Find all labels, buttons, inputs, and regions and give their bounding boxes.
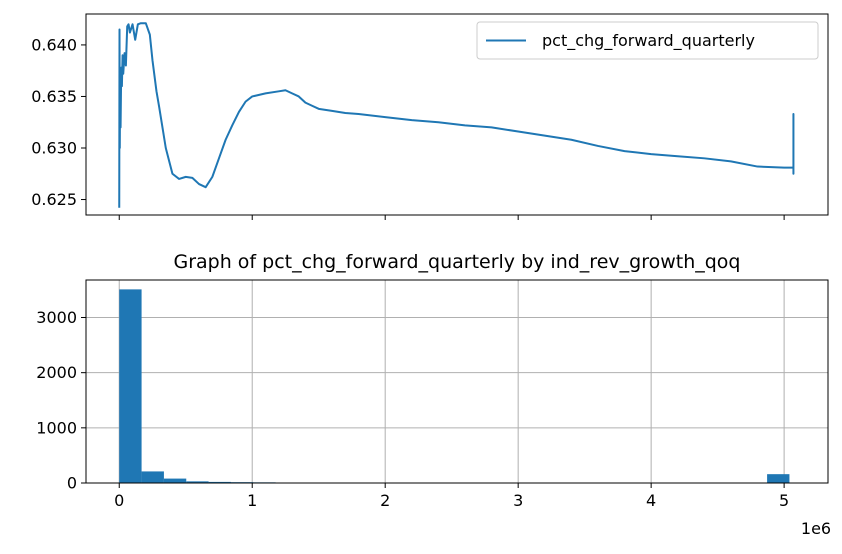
line-plot-frame — [85, 13, 829, 216]
histogram-x-tick-label: 2 — [380, 491, 390, 510]
histogram-x-tick-label: 4 — [646, 491, 656, 510]
line-y-tick-label: 0.630 — [31, 139, 77, 158]
line-x-ticks — [118, 215, 785, 220]
legend-label: pct_chg_forward_quarterly — [542, 31, 755, 51]
histogram-x-tick-label: 3 — [513, 491, 523, 510]
line-y-tick-label: 0.625 — [31, 190, 77, 209]
histogram-bar — [767, 474, 790, 483]
histogram-x-tick-label: 0 — [114, 491, 124, 510]
legend-box — [476, 21, 819, 60]
histogram-bar — [208, 481, 231, 483]
histogram-x-offset-label: 1e6 — [801, 519, 831, 538]
legend: pct_chg_forward_quarterly — [476, 21, 819, 60]
line-y-tick-label: 0.635 — [31, 87, 77, 106]
histogram-bar — [141, 471, 164, 483]
histogram-bar — [119, 289, 142, 483]
histogram-chart: Graph of pct_chg_forward_quarterly by in… — [36, 251, 831, 538]
histogram-y-ticks: 0 1000 2000 3000 — [36, 308, 86, 493]
histogram-x-tick-label: 1 — [247, 491, 257, 510]
histogram-x-tick-label: 5 — [779, 491, 789, 510]
line-y-tick-label: 0.640 — [31, 35, 77, 54]
histogram-y-tick-label: 1000 — [36, 418, 77, 437]
histogram-x-ticks: 0 1 2 3 4 5 — [114, 483, 789, 510]
histogram-y-tick-label: 2000 — [36, 363, 77, 382]
line-series-pct-chg-forward-quarterly — [118, 22, 795, 208]
line-chart: 0.625 0.630 0.635 0.640 pct_chg_forward_qua… — [31, 13, 829, 220]
line-y-ticks: 0.625 0.630 0.635 0.640 — [31, 35, 86, 209]
histogram-bar — [186, 481, 209, 483]
histogram-y-tick-label: 0 — [67, 474, 77, 493]
histogram-title: Graph of pct_chg_forward_quarterly by in… — [173, 251, 740, 273]
histogram-plot-frame — [85, 279, 829, 484]
histogram-y-tick-label: 3000 — [36, 308, 77, 327]
histogram-bar — [163, 478, 187, 483]
